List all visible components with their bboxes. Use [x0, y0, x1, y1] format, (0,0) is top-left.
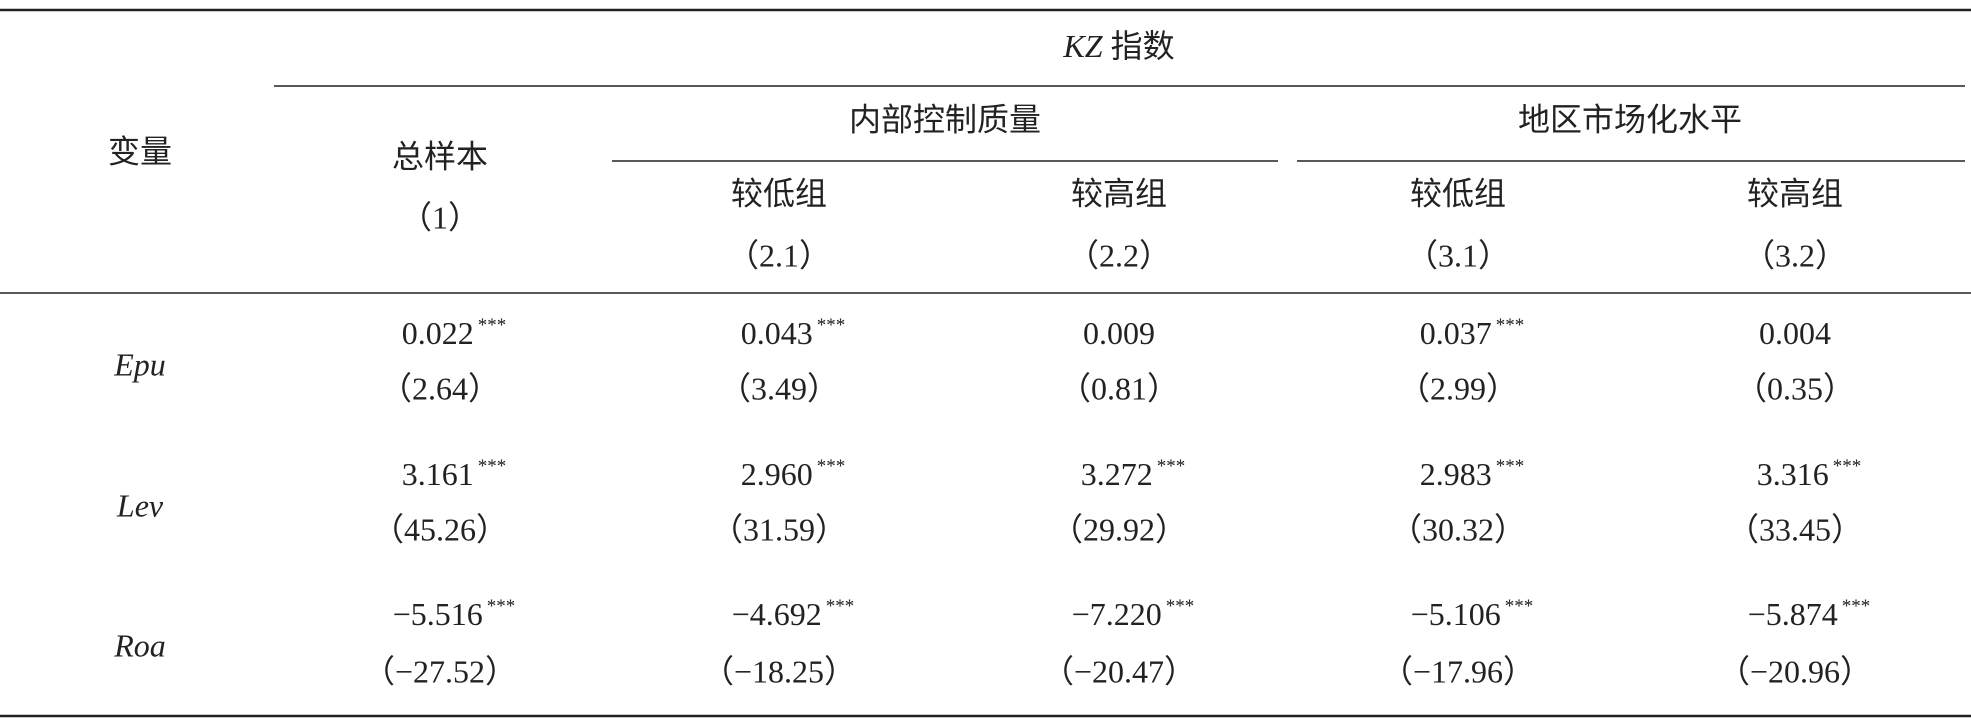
significance: *** — [826, 596, 855, 617]
coef-value: 2.983 — [1420, 456, 1492, 492]
coef-value: 0.022 — [402, 315, 474, 351]
coefficient: −5.874 *** — [1748, 596, 1871, 632]
coef-value: 3.316 — [1757, 456, 1829, 492]
column-name: 总样本 — [392, 138, 488, 174]
column-name: 较低组 — [731, 175, 827, 211]
t-stat: （−20.96） — [1718, 653, 1872, 689]
coefficient: 0.009 — [1083, 315, 1155, 351]
t-stat: （−17.96） — [1381, 653, 1535, 689]
column-id: （1） — [400, 199, 480, 235]
t-stat: （−20.47） — [1042, 653, 1196, 689]
coef-value: 0.009 — [1083, 315, 1155, 351]
coefficient: −5.516 *** — [393, 596, 516, 632]
group-header: 地区市场化水平 — [1518, 101, 1742, 137]
coefficient: −4.692 *** — [732, 596, 855, 632]
t-stat: （33.45） — [1727, 511, 1863, 547]
significance: *** — [478, 456, 507, 477]
index-italic: KZ — [1062, 28, 1103, 64]
coef-value: 3.272 — [1081, 456, 1153, 492]
t-stat: （0.81） — [1059, 370, 1179, 406]
significance: *** — [817, 315, 846, 336]
index-text: 指数 — [1111, 28, 1175, 64]
t-stat: （29.92） — [1051, 511, 1187, 547]
coefficient: 0.043 *** — [741, 315, 846, 351]
column-id: （3.1） — [1406, 237, 1510, 273]
significance: *** — [1833, 456, 1862, 477]
significance: *** — [478, 315, 507, 336]
coefficient: 3.161 *** — [402, 456, 507, 492]
coef-value: −5.106 — [1411, 596, 1501, 632]
significance: *** — [1496, 456, 1525, 477]
column-id: （2.1） — [727, 237, 831, 273]
variable-name: Epu — [113, 346, 166, 382]
variable-name: Roa — [113, 627, 166, 663]
coefficient: 0.037 *** — [1420, 315, 1525, 351]
coefficient: 2.983 *** — [1420, 456, 1525, 492]
t-stat: （30.32） — [1390, 511, 1526, 547]
significance: *** — [1842, 596, 1871, 617]
coefficient: 2.960 *** — [741, 456, 846, 492]
column-name: 较低组 — [1410, 175, 1506, 211]
coef-value: 0.004 — [1759, 315, 1831, 351]
coef-value: −4.692 — [732, 596, 822, 632]
t-stat: （−18.25） — [702, 653, 856, 689]
significance: *** — [1166, 596, 1195, 617]
t-stat: （31.59） — [711, 511, 847, 547]
index-title: KZ 指数 — [1062, 28, 1174, 64]
t-stat: （−27.52） — [363, 653, 517, 689]
significance: *** — [817, 456, 846, 477]
group-header: 内部控制质量 — [849, 101, 1041, 137]
coefficient: 0.022 *** — [402, 315, 507, 351]
t-stat: （3.49） — [719, 370, 839, 406]
significance: *** — [1496, 315, 1525, 336]
variable-name: Lev — [116, 487, 164, 523]
column-name: 较高组 — [1071, 175, 1167, 211]
t-stat: （2.99） — [1398, 370, 1518, 406]
t-stat: （45.26） — [372, 511, 508, 547]
coefficient: 3.316 *** — [1757, 456, 1862, 492]
significance: *** — [1157, 456, 1186, 477]
coef-value: −5.874 — [1748, 596, 1838, 632]
significance: *** — [1505, 596, 1534, 617]
column-name: 较高组 — [1747, 175, 1843, 211]
coefficient: −7.220 *** — [1072, 596, 1195, 632]
coef-value: 3.161 — [402, 456, 474, 492]
t-stat: （2.64） — [380, 370, 500, 406]
coef-value: 0.043 — [741, 315, 813, 351]
column-id: （3.2） — [1743, 237, 1847, 273]
coefficient: 0.004 — [1759, 315, 1831, 351]
variable-header: 变量 — [108, 133, 172, 169]
t-stat: （0.35） — [1735, 370, 1855, 406]
coefficient: 3.272 *** — [1081, 456, 1186, 492]
column-id: （2.2） — [1067, 237, 1171, 273]
coef-value: 2.960 — [741, 456, 813, 492]
coefficient: −5.106 *** — [1411, 596, 1534, 632]
coef-value: −5.516 — [393, 596, 483, 632]
coef-value: 0.037 — [1420, 315, 1492, 351]
significance: *** — [487, 596, 516, 617]
coef-value: −7.220 — [1072, 596, 1162, 632]
